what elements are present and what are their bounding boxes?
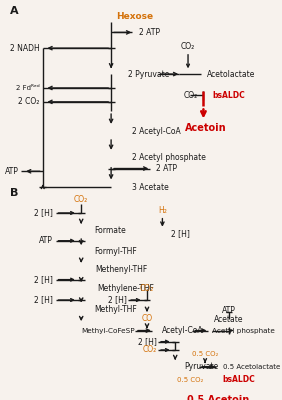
Text: CO₂: CO₂ [140, 284, 154, 293]
Text: Acetate: Acetate [214, 315, 244, 324]
Text: 3 Acetate: 3 Acetate [133, 182, 169, 192]
Text: Methyl-THF: Methyl-THF [94, 305, 137, 314]
Text: 2 [H]: 2 [H] [138, 337, 157, 346]
Text: A: A [10, 6, 19, 16]
Text: CO₂: CO₂ [74, 194, 88, 204]
Text: Acetyl-CoA: Acetyl-CoA [162, 326, 204, 335]
Text: 2 [H]: 2 [H] [171, 229, 190, 238]
Text: 2 ATP: 2 ATP [139, 28, 160, 37]
Text: bsALDC: bsALDC [222, 375, 255, 384]
Text: Methyl-CoFeSP: Methyl-CoFeSP [81, 328, 135, 334]
Text: Methylene-THF: Methylene-THF [98, 284, 154, 293]
Text: 0.5 Acetolactate: 0.5 Acetolactate [223, 364, 280, 370]
Text: 0.5 Acetoin: 0.5 Acetoin [187, 395, 249, 400]
Text: 2 [H]: 2 [H] [108, 296, 127, 304]
Text: 0.5 CO₂: 0.5 CO₂ [192, 351, 218, 357]
Text: Acetolactate: Acetolactate [207, 70, 255, 78]
Text: Hexose: Hexose [116, 12, 153, 21]
Text: CO₂: CO₂ [181, 42, 195, 51]
Text: ATP: ATP [5, 167, 19, 176]
Text: ATP: ATP [222, 306, 236, 315]
Text: 0.5 CO₂: 0.5 CO₂ [177, 377, 203, 383]
Text: B: B [10, 188, 19, 198]
Text: CO: CO [142, 314, 153, 323]
Text: 2 Acetyl phosphate: 2 Acetyl phosphate [133, 153, 206, 162]
Text: Acetoin: Acetoin [185, 123, 227, 133]
Text: 2 ATP: 2 ATP [157, 164, 177, 173]
Text: Pyruvate: Pyruvate [184, 362, 218, 371]
Text: CO₂: CO₂ [142, 346, 157, 354]
Text: Methenyl-THF: Methenyl-THF [96, 265, 148, 274]
Text: 2 [H]: 2 [H] [34, 296, 53, 304]
Text: Formate: Formate [94, 226, 126, 235]
Text: Acetyl phosphate: Acetyl phosphate [212, 328, 275, 334]
Text: ATP: ATP [39, 236, 53, 245]
Text: Formyl-THF: Formyl-THF [94, 247, 137, 256]
Text: 2 Pyruvate: 2 Pyruvate [128, 70, 169, 78]
Text: 2 [H]: 2 [H] [34, 208, 53, 218]
Text: 2 CO₂: 2 CO₂ [18, 97, 39, 106]
Text: CO₂: CO₂ [184, 91, 198, 100]
Text: H₂: H₂ [158, 206, 167, 215]
Text: bsALDC: bsALDC [212, 91, 245, 100]
Text: 2 Acetyl-CoA: 2 Acetyl-CoA [133, 127, 181, 136]
Text: 2 [H]: 2 [H] [34, 275, 53, 284]
Text: 2 NADH: 2 NADH [10, 44, 39, 53]
Text: 2 Fdᴿᵉᵈ: 2 Fdᴿᵉᵈ [16, 85, 39, 91]
